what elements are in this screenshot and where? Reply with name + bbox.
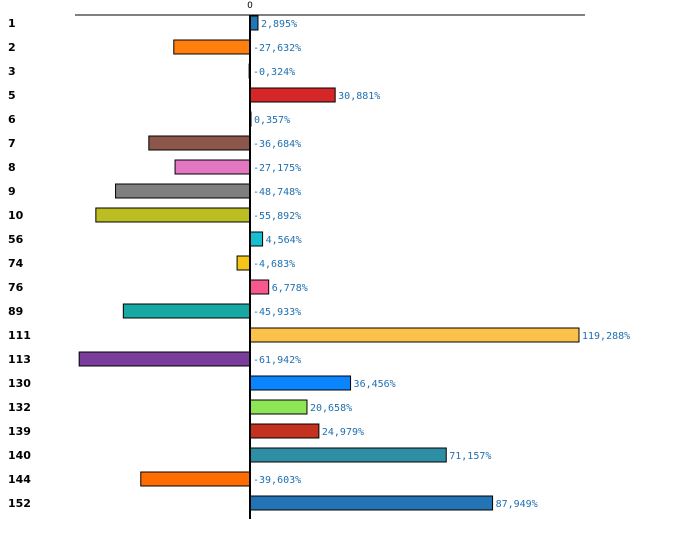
value-label: 24,979% <box>322 427 364 438</box>
bar <box>249 423 320 439</box>
bar <box>249 375 352 391</box>
category-label: 140 <box>8 449 31 462</box>
category-label: 111 <box>8 329 31 342</box>
value-label: -0,324% <box>253 67 295 78</box>
bar <box>95 207 251 223</box>
bar <box>236 255 251 271</box>
category-label: 144 <box>8 473 31 486</box>
category-label: 76 <box>8 281 24 294</box>
value-label: 2,895% <box>261 19 297 30</box>
category-label: 56 <box>8 233 24 246</box>
bar <box>249 87 336 103</box>
zero-tick-label: 0 <box>247 1 253 11</box>
value-label: 6,778% <box>272 283 308 294</box>
value-label: 36,456% <box>354 379 396 390</box>
bar <box>249 327 580 343</box>
bar <box>78 351 251 367</box>
category-label: 6 <box>8 113 16 126</box>
value-label: -36,684% <box>253 139 301 150</box>
category-label: 113 <box>8 353 31 366</box>
category-label: 139 <box>8 425 31 438</box>
value-label: 20,658% <box>310 403 352 414</box>
category-label: 132 <box>8 401 31 414</box>
category-label: 9 <box>8 185 16 198</box>
bar <box>249 231 264 247</box>
value-label: -45,933% <box>253 307 301 318</box>
bar <box>249 447 447 463</box>
value-label: -48,748% <box>253 187 301 198</box>
value-label: 4,564% <box>266 235 302 246</box>
value-label: 119,288% <box>582 331 630 342</box>
category-label: 5 <box>8 89 16 102</box>
bar <box>249 495 494 511</box>
value-label: -39,603% <box>253 475 301 486</box>
category-label: 152 <box>8 497 31 510</box>
bar <box>249 279 270 295</box>
category-label: 74 <box>8 257 24 270</box>
bar <box>249 399 308 415</box>
labels-group: 1 2,895% 2 -27,632% 3 -0,324% 5 30,881% 6 0,357% 7… <box>8 17 630 510</box>
value-label: 0,357% <box>254 115 290 126</box>
value-label: -27,175% <box>253 163 301 174</box>
category-label: 130 <box>8 377 31 390</box>
value-label: -27,632% <box>253 43 301 54</box>
bar <box>122 303 251 319</box>
value-label: 30,881% <box>338 91 380 102</box>
bar <box>173 39 251 55</box>
category-label: 1 <box>8 17 16 30</box>
category-label: 7 <box>8 137 16 150</box>
bar <box>249 15 259 31</box>
category-label: 10 <box>8 209 24 222</box>
category-label: 89 <box>8 305 23 318</box>
bar <box>115 183 251 199</box>
category-label: 8 <box>8 161 16 174</box>
value-label: 87,949% <box>496 499 538 510</box>
category-label: 3 <box>8 65 16 78</box>
value-label: 71,157% <box>449 451 491 462</box>
bar <box>148 135 251 151</box>
value-label: -55,892% <box>253 211 301 222</box>
bar <box>140 471 251 487</box>
value-label: -61,942% <box>253 355 301 366</box>
bar <box>174 159 251 175</box>
value-label: -4,683% <box>253 259 295 270</box>
category-label: 2 <box>8 41 16 54</box>
